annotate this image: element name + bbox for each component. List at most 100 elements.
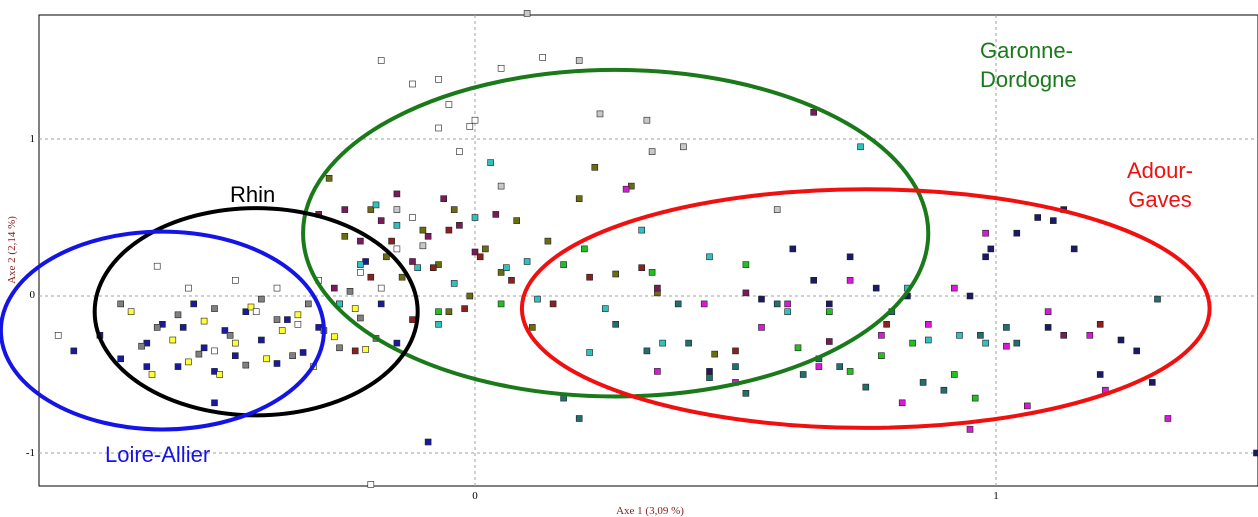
group-ellipse — [301, 67, 931, 399]
data-point — [789, 245, 797, 253]
data-point — [247, 303, 255, 311]
data-point — [377, 217, 385, 224]
data-point — [1024, 402, 1031, 410]
data-point — [815, 363, 823, 370]
data-point — [200, 344, 208, 352]
data-point — [258, 336, 265, 344]
data-point — [419, 242, 427, 250]
data-point — [153, 262, 161, 270]
group-ellipses — [0, 67, 1212, 432]
data-point — [846, 368, 854, 375]
data-point — [174, 363, 182, 370]
data-point — [461, 305, 468, 312]
data-point — [148, 371, 156, 378]
data-point — [242, 308, 250, 316]
data-point — [919, 379, 927, 386]
data-point — [773, 300, 781, 308]
data-point — [1050, 217, 1057, 224]
data-point — [1003, 342, 1010, 350]
data-point — [612, 320, 620, 328]
data-point — [226, 331, 234, 339]
data-point — [377, 300, 385, 308]
data-point — [70, 347, 78, 355]
data-point — [601, 305, 609, 312]
data-point — [466, 292, 474, 300]
data-point — [810, 109, 818, 116]
data-point — [435, 320, 442, 328]
data-point — [878, 352, 885, 360]
data-point — [1086, 331, 1094, 339]
y-tick-labels: 1 0 -1 — [26, 133, 36, 459]
data-point — [476, 253, 484, 261]
group-label-line: Adour- — [1127, 158, 1193, 183]
data-point — [138, 342, 145, 350]
data-point — [216, 371, 223, 378]
data-point — [497, 269, 505, 276]
data-point — [497, 300, 505, 308]
data-point — [419, 226, 427, 234]
data-point — [773, 206, 781, 213]
y-tick-label: -1 — [26, 447, 35, 459]
data-point — [351, 347, 359, 355]
data-point — [1034, 214, 1041, 221]
data-point — [1133, 347, 1140, 355]
data-point — [211, 305, 218, 312]
data-point — [424, 438, 432, 446]
plot-frame — [38, 14, 1258, 487]
data-point — [1044, 324, 1052, 331]
data-point — [706, 368, 713, 375]
group-label: Garonne- Dordogne — [980, 38, 1077, 92]
data-point — [872, 284, 880, 292]
group-label: Rhin — [230, 182, 275, 207]
data-point — [982, 253, 989, 261]
data-point — [273, 360, 281, 367]
data-point — [429, 264, 437, 272]
data-point — [341, 206, 349, 213]
data-point — [924, 320, 932, 328]
data-point — [732, 363, 739, 370]
group-label-line: Garonne- — [980, 38, 1073, 63]
data-point — [341, 233, 349, 240]
data-point — [393, 190, 401, 198]
data-point — [857, 143, 864, 151]
data-point — [1003, 324, 1010, 331]
group-label: Adour- Gaves — [1127, 158, 1193, 212]
data-point — [1096, 320, 1104, 328]
data-points — [54, 10, 1258, 488]
data-point — [174, 311, 182, 319]
data-point — [862, 383, 870, 391]
data-point — [539, 54, 547, 61]
data-point — [784, 300, 791, 308]
data-point — [742, 389, 750, 397]
data-point — [383, 253, 390, 261]
data-point — [523, 258, 531, 265]
data-point — [258, 295, 265, 303]
data-point — [909, 339, 916, 347]
data-point — [179, 324, 187, 331]
data-point — [638, 226, 646, 234]
data-point — [289, 352, 296, 360]
data-point — [1117, 336, 1125, 344]
data-point — [346, 287, 354, 295]
data-point — [471, 116, 479, 124]
data-point — [273, 316, 281, 323]
data-point — [846, 253, 854, 261]
data-point — [252, 308, 260, 316]
data-point — [456, 148, 463, 155]
data-point — [153, 324, 161, 331]
data-point — [1154, 295, 1161, 303]
data-point — [544, 237, 552, 245]
data-point — [414, 264, 422, 272]
data-point — [591, 164, 599, 171]
data-point — [284, 316, 291, 323]
data-point — [393, 245, 401, 253]
data-point — [409, 214, 416, 221]
group-labels: Garonne- Dordogne Adour- Gaves Rhin Loire-All… — [105, 38, 1193, 467]
data-point — [971, 394, 979, 402]
data-point — [242, 361, 250, 369]
data-point — [575, 415, 583, 422]
data-point — [435, 308, 442, 316]
data-point — [982, 339, 989, 347]
data-point — [466, 123, 474, 130]
